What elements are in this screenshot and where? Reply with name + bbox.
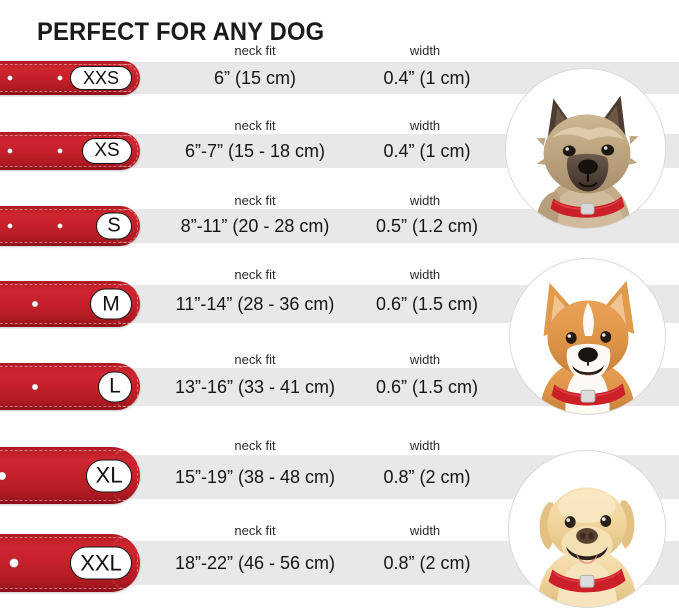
cairn-terrier-photo — [505, 68, 666, 229]
collar-stitching-bottom — [0, 91, 131, 92]
width-value: 0.5” (1.2 cm) — [375, 216, 479, 236]
cairn-terrier-illustration — [506, 69, 665, 228]
collar-stitching-bottom — [0, 323, 131, 324]
collar-hole-2 — [57, 148, 63, 154]
collar-hole-1 — [9, 558, 19, 568]
collar-stitching-bottom — [0, 588, 131, 589]
corgi-photo — [509, 258, 666, 415]
collar-hole-1 — [0, 471, 6, 480]
width-column-label: width — [409, 43, 441, 58]
width-column-label: width — [409, 352, 441, 367]
width-column-label: width — [409, 438, 441, 453]
neck-fit-column-label: neck fit — [234, 352, 276, 367]
width-value: 0.4” (1 cm) — [383, 68, 471, 88]
corgi-illustration — [510, 259, 665, 414]
page-title: PERFECT FOR ANY DOG — [37, 17, 325, 46]
collar-stitching-bottom — [0, 500, 131, 501]
size-badge-s: S — [96, 212, 132, 240]
collar-stitching-top — [0, 209, 131, 210]
collar-stitching-top — [0, 135, 131, 136]
neck-fit-value: 18”-22” (46 - 56 cm) — [174, 553, 336, 573]
collar-stitching-bottom — [0, 242, 131, 243]
collar-hole-1 — [7, 223, 13, 229]
collar-hole-2 — [57, 223, 63, 229]
neck-fit-value: 8”-11” (20 - 28 cm) — [180, 216, 330, 236]
column-headers-l: neck fit width — [0, 351, 679, 369]
collar-hole-1 — [32, 301, 38, 307]
collar-stitching-arc — [112, 209, 138, 243]
collar-stitching-top — [0, 366, 131, 367]
collar-hole-1 — [32, 383, 38, 390]
neck-fit-value: 6”-7” (15 - 18 cm) — [184, 141, 326, 161]
size-badge-xl: XL — [86, 459, 132, 492]
width-column-label: width — [409, 118, 441, 133]
neck-fit-column-label: neck fit — [234, 118, 276, 133]
width-column-label: width — [409, 523, 441, 538]
width-value: 0.8” (2 cm) — [383, 553, 471, 573]
neck-fit-column-label: neck fit — [234, 43, 276, 58]
labrador-illustration — [509, 451, 665, 607]
width-value: 0.6” (1.5 cm) — [375, 377, 479, 397]
neck-fit-column-label: neck fit — [234, 193, 276, 208]
collar-stitching-top — [0, 450, 131, 451]
labrador-photo — [508, 450, 666, 608]
neck-fit-value: 11”-14” (28 - 36 cm) — [175, 294, 335, 314]
collar-stitching-arc — [112, 366, 138, 407]
size-badge-m: M — [90, 288, 132, 320]
width-column-label: width — [409, 267, 441, 282]
collar-stitching-top — [0, 64, 131, 65]
collar-hole-1 — [7, 148, 13, 154]
width-column-label: width — [409, 193, 441, 208]
collar-stitching-arc — [112, 284, 138, 324]
size-badge-l: L — [98, 371, 132, 402]
neck-fit-value: 6” (15 cm) — [213, 68, 296, 88]
column-headers-xxs: neck fit width — [0, 42, 679, 60]
neck-fit-column-label: neck fit — [234, 267, 276, 282]
width-value: 0.4” (1 cm) — [383, 141, 471, 161]
size-badge-xs: XS — [82, 138, 132, 164]
neck-fit-column-label: neck fit — [234, 438, 276, 453]
size-badge-xxl: XXL — [70, 546, 132, 580]
collar-stitching-arc — [112, 537, 138, 589]
collar-stitching-top — [0, 537, 131, 538]
width-value: 0.6” (1.5 cm) — [375, 294, 479, 314]
collar-stitching-bottom — [0, 406, 131, 407]
collar-stitching-bottom — [0, 166, 131, 167]
size-badge-xxs: XXS — [70, 66, 132, 90]
column-headers-xl: neck fit width — [0, 437, 679, 455]
column-headers-m: neck fit width — [0, 266, 679, 284]
collar-hole-1 — [7, 75, 13, 81]
collar-hole-2 — [57, 75, 63, 81]
width-value: 0.8” (2 cm) — [383, 467, 471, 487]
collar-stitching-arc — [112, 135, 138, 167]
neck-fit-value: 15”-19” (38 - 48 cm) — [174, 467, 336, 487]
neck-fit-column-label: neck fit — [234, 523, 276, 538]
collar-stitching-top — [0, 284, 131, 285]
collar-stitching-arc — [112, 450, 138, 501]
collar-stitching-arc — [112, 64, 138, 92]
neck-fit-value: 13”-16” (33 - 41 cm) — [174, 377, 336, 397]
